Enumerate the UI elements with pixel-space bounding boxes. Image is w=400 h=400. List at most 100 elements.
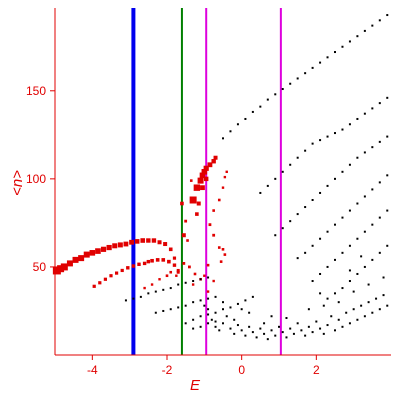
data-point <box>225 170 228 174</box>
data-point <box>199 172 206 179</box>
data-point <box>203 165 209 171</box>
data-point <box>348 123 351 126</box>
data-point <box>236 324 239 327</box>
data-point <box>315 320 318 323</box>
data-point <box>348 40 351 43</box>
data-point <box>180 201 184 206</box>
data-point <box>311 198 314 201</box>
data-point <box>289 163 292 166</box>
data-point <box>182 262 186 265</box>
data-point <box>57 265 65 273</box>
data-point <box>274 93 277 96</box>
data-point <box>378 102 381 105</box>
data-point <box>319 237 322 240</box>
data-point <box>251 295 254 298</box>
data-point <box>162 309 165 312</box>
data-point <box>186 239 189 242</box>
data-point <box>334 329 336 332</box>
data-point <box>337 301 340 304</box>
data-point <box>356 272 359 275</box>
data-point <box>274 334 277 337</box>
data-point <box>285 317 288 320</box>
data-point <box>223 253 227 256</box>
data-point <box>371 258 374 261</box>
data-point <box>72 256 79 263</box>
data-point <box>378 308 381 311</box>
data-point <box>163 242 168 247</box>
data-point <box>348 163 351 166</box>
data-point <box>311 244 314 247</box>
data-point <box>363 195 366 198</box>
data-point <box>100 246 107 252</box>
data-point <box>66 260 73 267</box>
data-point <box>326 324 329 327</box>
data-point <box>311 66 314 69</box>
data-point <box>263 322 266 325</box>
data-point <box>189 179 193 182</box>
data-point <box>233 318 236 321</box>
data-point <box>132 297 135 300</box>
data-point <box>348 322 351 325</box>
data-point <box>117 242 123 248</box>
data-point <box>142 261 147 266</box>
data-point <box>363 315 366 318</box>
data-point <box>296 77 299 80</box>
data-point <box>115 271 119 275</box>
data-point <box>92 284 96 288</box>
data-point <box>131 264 136 268</box>
data-point <box>348 269 351 272</box>
data-point <box>371 24 374 27</box>
data-point <box>184 304 187 307</box>
data-point <box>176 268 180 272</box>
data-point <box>109 274 113 278</box>
data-point <box>229 327 232 330</box>
data-point <box>177 283 180 286</box>
data-point <box>169 287 172 290</box>
data-point <box>319 327 322 330</box>
data-point <box>307 308 310 311</box>
data-point <box>157 240 162 245</box>
data-point <box>292 332 295 335</box>
data-point <box>281 331 284 334</box>
data-point <box>371 146 374 149</box>
data-point <box>285 336 288 339</box>
data-point <box>236 302 239 305</box>
data-point <box>304 149 307 152</box>
data-point <box>98 281 102 285</box>
data-point <box>184 322 187 325</box>
data-point <box>177 306 180 309</box>
data-point <box>199 299 202 302</box>
data-point <box>326 297 329 300</box>
data-point <box>233 332 236 335</box>
data-point <box>266 338 269 341</box>
data-point <box>311 142 314 145</box>
data-point <box>348 209 351 212</box>
data-point <box>207 297 210 300</box>
data-point <box>169 308 172 311</box>
axes-layer <box>54 8 391 356</box>
data-point <box>311 331 314 334</box>
data-point <box>212 233 216 237</box>
data-point <box>319 191 322 194</box>
data-point <box>169 270 173 274</box>
data-point <box>192 318 195 321</box>
data-point <box>378 216 381 219</box>
data-point <box>196 201 201 206</box>
data-point <box>378 181 381 184</box>
x-tick-label: 2 <box>313 363 320 377</box>
data-point <box>218 329 221 332</box>
y-tick-label: 150 <box>26 84 46 98</box>
data-point <box>222 322 224 325</box>
data-point <box>248 325 251 328</box>
data-point <box>192 327 195 330</box>
data-point <box>140 238 146 243</box>
x-axis-title: E <box>190 377 201 394</box>
data-point <box>240 329 243 332</box>
x-tick-label: 0 <box>238 363 245 377</box>
data-point <box>304 72 307 75</box>
data-point <box>356 202 359 205</box>
data-point <box>289 327 292 330</box>
data-point <box>326 230 329 233</box>
data-point <box>78 255 85 262</box>
